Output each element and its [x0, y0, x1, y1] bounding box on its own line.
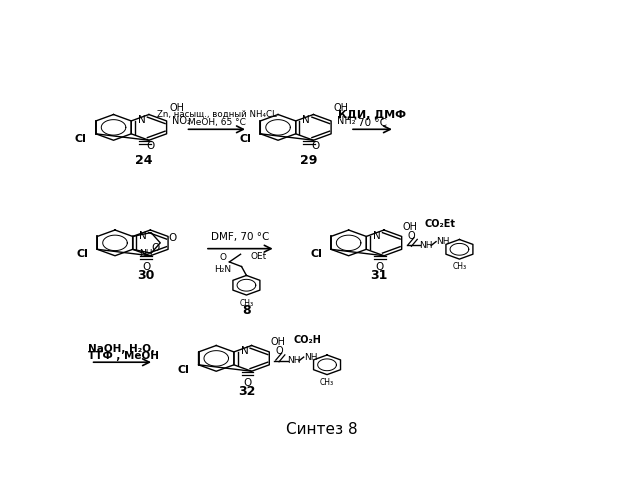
- Text: O: O: [311, 141, 320, 151]
- Text: OH: OH: [169, 103, 184, 113]
- Text: N: N: [241, 346, 248, 356]
- Text: CH₃: CH₃: [320, 378, 334, 387]
- Text: CO₂Et: CO₂Et: [425, 220, 455, 230]
- Text: Cl: Cl: [77, 250, 89, 260]
- Text: N: N: [302, 116, 310, 126]
- Text: 70 °C: 70 °C: [358, 118, 387, 128]
- Text: NH₂: NH₂: [337, 116, 355, 126]
- Text: OH: OH: [271, 338, 285, 347]
- Text: Cl: Cl: [178, 365, 190, 375]
- Text: 8: 8: [242, 304, 251, 317]
- Text: 32: 32: [238, 384, 256, 398]
- Text: Cl: Cl: [310, 250, 322, 260]
- Text: NH: NH: [436, 237, 450, 246]
- Text: OH: OH: [403, 222, 418, 232]
- Text: CH₃: CH₃: [239, 299, 254, 308]
- Text: Zn, насыщ., водный NH₄CL: Zn, насыщ., водный NH₄CL: [157, 110, 276, 119]
- Text: 31: 31: [371, 269, 388, 282]
- Text: ТТФ , MeOH: ТТФ , MeOH: [88, 352, 160, 362]
- Text: CO₂H: CO₂H: [294, 335, 322, 345]
- Text: O: O: [151, 243, 160, 253]
- Text: O: O: [168, 232, 176, 242]
- Text: DMF, 70 °C: DMF, 70 °C: [211, 232, 269, 242]
- Text: O: O: [376, 262, 384, 272]
- Text: NH: NH: [420, 241, 433, 250]
- Text: O: O: [142, 262, 150, 272]
- Text: NaOH, H₂O,: NaOH, H₂O,: [88, 344, 155, 354]
- Text: O: O: [276, 346, 283, 356]
- Text: N: N: [138, 116, 146, 126]
- Text: Cl: Cl: [75, 134, 87, 144]
- Text: КДИ, ДМФ: КДИ, ДМФ: [338, 110, 406, 120]
- Text: O: O: [244, 378, 252, 388]
- Text: 29: 29: [300, 154, 317, 166]
- Text: 30: 30: [137, 269, 154, 282]
- Text: O: O: [220, 253, 227, 262]
- Text: NH: NH: [139, 250, 153, 258]
- Text: NO₂: NO₂: [172, 116, 191, 126]
- Text: NH: NH: [287, 356, 301, 366]
- Text: H₂N: H₂N: [215, 265, 232, 274]
- Text: O: O: [408, 231, 416, 241]
- Text: N: N: [373, 231, 381, 241]
- Text: Cl: Cl: [239, 134, 251, 144]
- Text: OEt: OEt: [251, 252, 267, 260]
- Text: MeOH, 65 °C: MeOH, 65 °C: [188, 118, 246, 127]
- Text: NH: NH: [304, 352, 318, 362]
- Text: CH₃: CH₃: [452, 262, 467, 272]
- Text: O: O: [147, 141, 155, 151]
- Text: Синтез 8: Синтез 8: [286, 422, 358, 437]
- Text: N: N: [139, 231, 147, 241]
- Text: OH: OH: [333, 103, 349, 113]
- Text: 24: 24: [135, 154, 153, 166]
